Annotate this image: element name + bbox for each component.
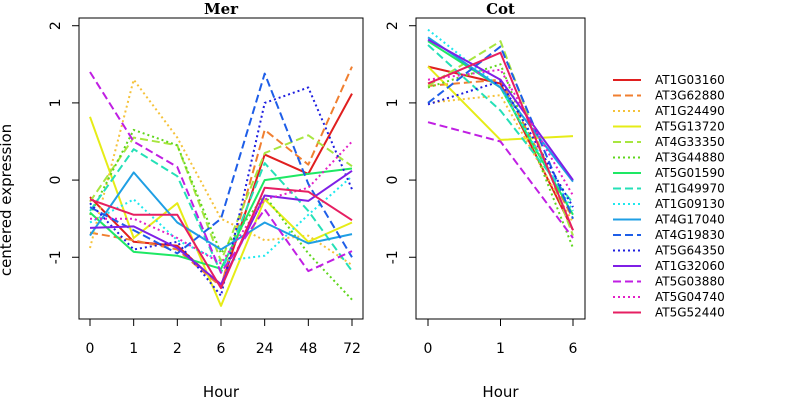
x-axis-title: Hour [203,383,240,400]
y-tick-label--1: -1 [48,250,64,264]
legend-label-at5g01590: AT5G01590 [655,166,725,180]
plot-frame [415,17,586,320]
x-tick-label-1: 1 [496,341,505,357]
series-line-at5g03880 [427,121,574,239]
series-line-at3g44880 [427,63,574,249]
series-line-at3g62880 [89,66,353,288]
series-line-at5g04740 [90,140,353,265]
legend-label-at5g52440: AT5G52440 [655,306,725,320]
x-tick-label-0: 0 [86,341,95,357]
series-line-at1g32060 [427,38,574,181]
y-tick-label--1: -1 [385,250,401,264]
panel-title: Mer [204,0,239,18]
series-line-at5g64350 [89,86,353,297]
series-line-at5g52440 [427,51,574,231]
legend-label-at5g64350: AT5G64350 [655,244,725,258]
legend-label-at5g13720: AT5G13720 [655,120,725,134]
legend-label-at1g09130: AT1G09130 [655,197,725,211]
legend-label-at1g49970: AT1G49970 [655,182,725,196]
series-line-at1g09130 [89,175,353,263]
y-tick-label-1: 1 [48,98,64,107]
y-tick-label-2: 2 [385,21,401,30]
x-tick-label-2: 2 [173,341,182,357]
legend-label-at4g17040: AT4G17040 [655,213,725,227]
legend: AT1G03160AT3G62880AT1G24490AT5G13720AT4G… [613,73,725,320]
y-axis-title: centered expression [0,124,15,276]
x-tick-label-72: 72 [343,341,361,357]
x-tick-label-48: 48 [299,341,317,357]
series-line-at5g13720 [89,116,353,307]
x-tick-label-24: 24 [256,341,274,357]
mer-panel: Mer 0 1 2 6 24 48 72 Hour -1 0 1 2 [48,0,364,400]
x-tick-label-0: 0 [424,341,433,357]
series-line-at4g17040 [89,171,353,251]
series-line-at1g49970 [427,44,574,204]
series-line-at1g24490 [89,78,353,266]
series-line-at5g01590 [89,167,353,270]
y-tick-label-1: 1 [385,98,401,107]
y-tick-label-0: 0 [48,176,64,185]
legend-label-at1g03160: AT1G03160 [655,73,725,87]
plot-frame [78,17,364,320]
series-line-at5g03880 [89,71,353,274]
series-line-at4g33350 [89,134,353,263]
legend-label-at1g32060: AT1G32060 [655,259,725,273]
legend-label-at3g44880: AT3G44880 [655,151,725,165]
legend-label-at3g62880: AT3G62880 [655,89,725,103]
series-line-at1g32060 [89,169,353,286]
x-tick-label-6: 6 [569,341,578,357]
series-line-at4g19830 [427,45,574,220]
legend-label-at5g04740: AT5G04740 [655,290,725,304]
legend-label-at4g33350: AT4G33350 [655,135,725,149]
x-axis-title: Hour [482,383,519,400]
x-tick-label-6: 6 [217,341,226,357]
series-line-at5g13720 [427,65,574,141]
y-tick-label-2: 2 [48,21,64,30]
x-tick-label-1: 1 [129,341,138,357]
series-line-at5g52440 [89,186,353,290]
series-line-at1g03160 [89,93,353,287]
legend-label-at5g03880: AT5G03880 [655,275,725,289]
legend-label-at1g24490: AT1G24490 [655,104,725,118]
legend-label-at4g19830: AT4G19830 [655,228,725,242]
series-line-at1g24490 [427,94,574,223]
series-line-at4g33350 [427,40,574,236]
series-line-at4g19830 [89,72,353,258]
y-tick-label-0: 0 [385,176,401,185]
cot-panel: Cot 0 1 6 Hour -1 0 1 2 [385,0,586,400]
panel-title: Cot [486,0,515,18]
series-line-at5g01590 [427,40,574,216]
series-line-at3g44880 [89,128,353,301]
series-line-at1g09130 [427,28,574,212]
